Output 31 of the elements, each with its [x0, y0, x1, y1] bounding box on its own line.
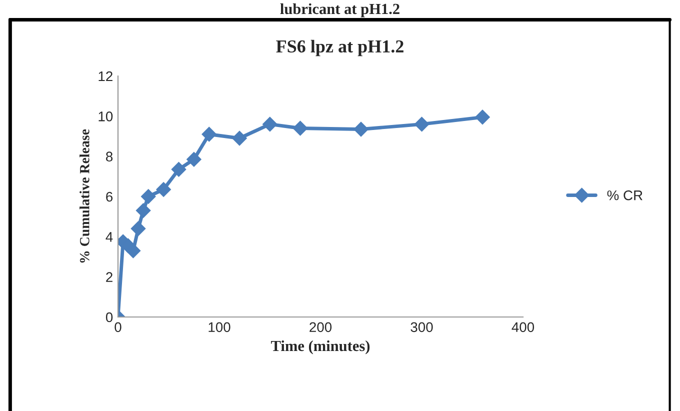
y-tick-label: 10	[98, 112, 113, 122]
point	[202, 126, 217, 142]
y-tick-label: 8	[106, 152, 113, 162]
point	[414, 116, 430, 132]
point	[156, 182, 171, 197]
point	[186, 152, 202, 167]
x-tick-label: 300	[410, 322, 433, 332]
point	[475, 110, 490, 125]
point	[262, 116, 278, 132]
point	[292, 120, 308, 136]
legend-label: % CR	[607, 190, 642, 200]
y-tick-label: 6	[106, 192, 113, 202]
point	[126, 243, 141, 258]
x-tick-label: 0	[114, 322, 122, 332]
point	[136, 203, 151, 218]
point	[354, 122, 368, 137]
text: lubricant at pH1.2	[280, 3, 400, 18]
y-tick-label: 0	[106, 312, 113, 322]
y-tick-label: 12	[98, 71, 112, 82]
point	[171, 162, 186, 177]
point	[232, 130, 247, 146]
point	[130, 221, 146, 236]
y-tick-label: 4	[106, 232, 113, 242]
x-axis-title: Time (minutes)	[271, 340, 370, 354]
point	[140, 189, 156, 204]
x-tick-label: 400	[512, 322, 534, 332]
chart-title: FS6 lpz at pH1.2	[276, 40, 404, 56]
y-axis-title: % Cumulative Release	[80, 129, 90, 263]
x-tick-label: 200	[310, 322, 332, 332]
x-tick-label: 100	[208, 322, 230, 332]
y-tick-label: 2	[106, 272, 112, 282]
